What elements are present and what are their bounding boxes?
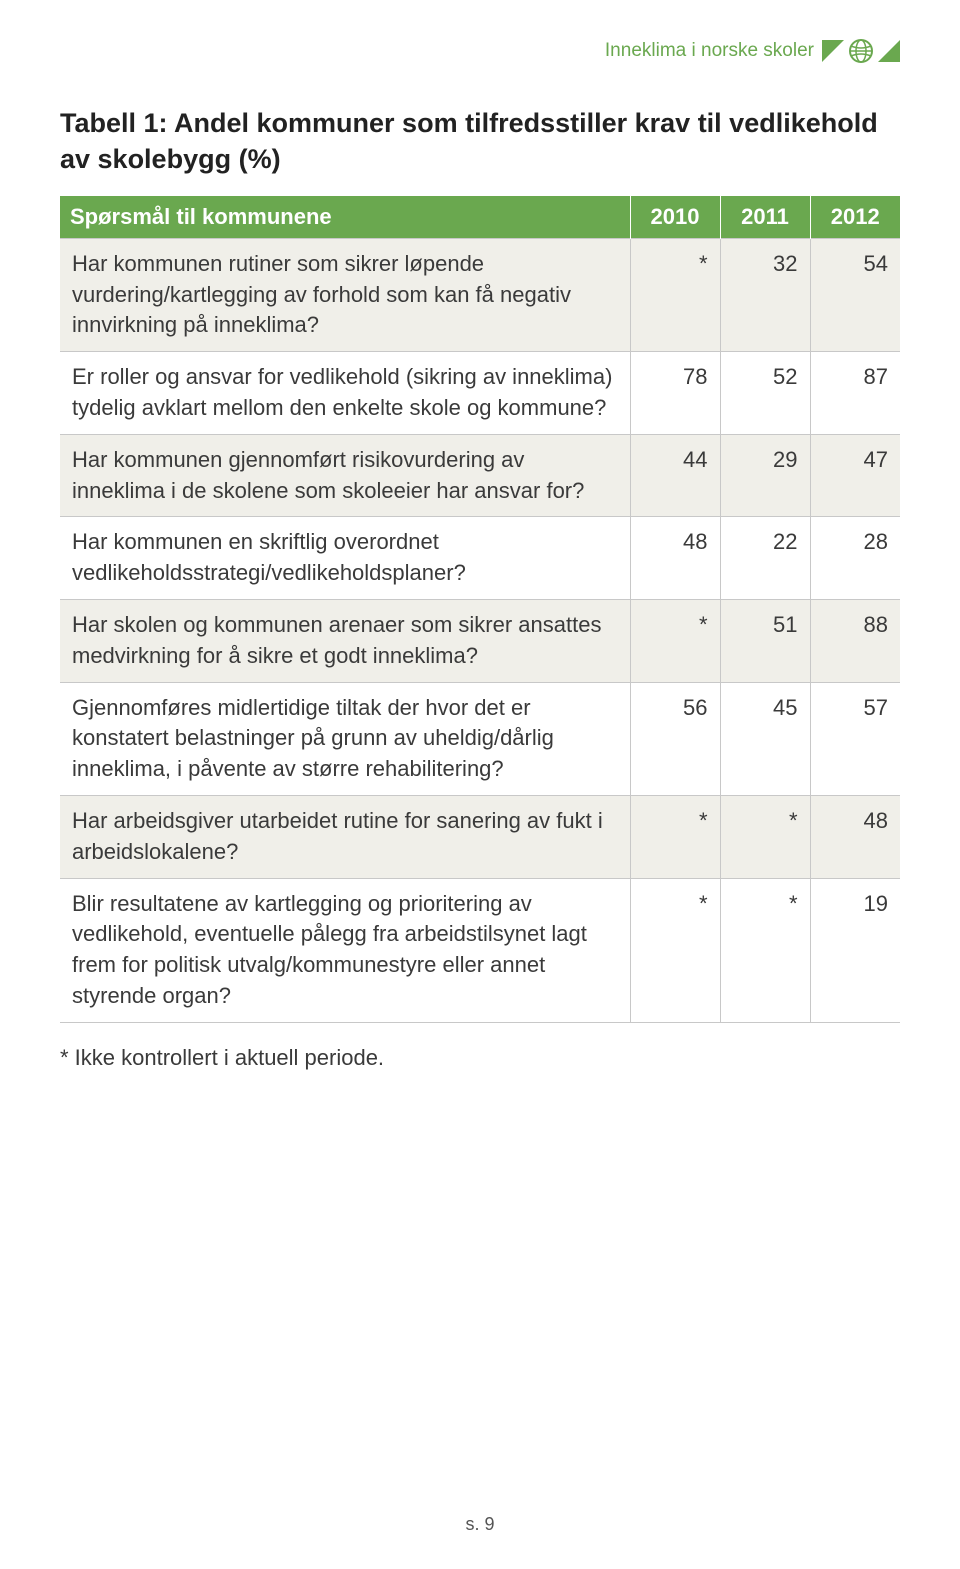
cell-value: * [720,796,810,879]
section-header-label: Inneklima i norske skoler [605,40,814,62]
cell-value: 19 [810,878,900,1022]
cell-question: Har arbeidsgiver utarbeidet rutine for s… [60,796,630,879]
cell-question: Har kommunen gjennomført risikovurdering… [60,434,630,517]
table-row: Har skolen og kommunen arenaer som sikre… [60,600,900,683]
triangle-right-icon [878,40,900,62]
table-row: Har arbeidsgiver utarbeidet rutine for s… [60,796,900,879]
table-header-row: Spørsmål til kommunene 2010 2011 2012 [60,196,900,239]
cell-value: * [630,878,720,1022]
section-header-icons [822,38,900,64]
cell-question: Blir resultatene av kartlegging og prior… [60,878,630,1022]
page-number: s. 9 [465,1514,494,1535]
cell-value: 56 [630,682,720,795]
cell-value: 78 [630,352,720,435]
cell-value: * [630,796,720,879]
cell-value: * [630,238,720,351]
col-header-year-1: 2011 [720,196,810,239]
cell-value: 88 [810,600,900,683]
page-container: Inneklima i norske skoler Tabell 1: Ande… [0,0,960,1569]
cell-question: Har kommunen rutiner som sikrer løpende … [60,238,630,351]
table-row: Har kommunen en skriftlig overordnet ved… [60,517,900,600]
table-row: Har kommunen rutiner som sikrer løpende … [60,238,900,351]
col-header-year-2: 2012 [810,196,900,239]
cell-value: 48 [810,796,900,879]
col-header-year-0: 2010 [630,196,720,239]
data-table: Spørsmål til kommunene 2010 2011 2012 Ha… [60,196,900,1023]
table-row: Blir resultatene av kartlegging og prior… [60,878,900,1022]
table-row: Gjennomføres midlertidige tiltak der hvo… [60,682,900,795]
cell-value: 22 [720,517,810,600]
cell-value: 52 [720,352,810,435]
cell-value: 47 [810,434,900,517]
cell-value: 32 [720,238,810,351]
cell-value: 51 [720,600,810,683]
col-header-question: Spørsmål til kommunene [60,196,630,239]
cell-value: 48 [630,517,720,600]
globe-icon [848,38,874,64]
cell-question: Gjennomføres midlertidige tiltak der hvo… [60,682,630,795]
cell-value: 57 [810,682,900,795]
cell-value: 87 [810,352,900,435]
triangle-left-icon [822,40,844,62]
table-row: Er roller og ansvar for vedlikehold (sik… [60,352,900,435]
cell-value: * [630,600,720,683]
table-footnote: * Ikke kontrollert i aktuell periode. [60,1045,900,1071]
cell-question: Er roller og ansvar for vedlikehold (sik… [60,352,630,435]
section-header: Inneklima i norske skoler [605,38,900,64]
table-row: Har kommunen gjennomført risikovurdering… [60,434,900,517]
cell-value: 28 [810,517,900,600]
cell-value: 45 [720,682,810,795]
table-title: Tabell 1: Andel kommuner som tilfredssti… [60,105,900,178]
cell-value: 54 [810,238,900,351]
cell-question: Har skolen og kommunen arenaer som sikre… [60,600,630,683]
cell-question: Har kommunen en skriftlig overordnet ved… [60,517,630,600]
cell-value: * [720,878,810,1022]
cell-value: 44 [630,434,720,517]
cell-value: 29 [720,434,810,517]
